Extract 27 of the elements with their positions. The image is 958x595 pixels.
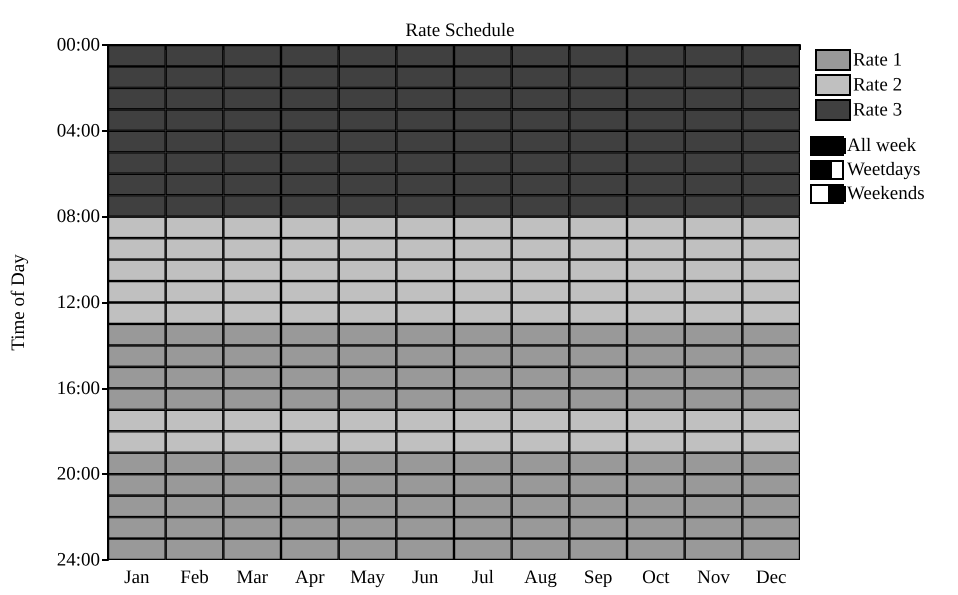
legend-label: Rate 3 <box>853 100 902 120</box>
x-tick-label: Dec <box>756 567 786 588</box>
x-tick-label: Oct <box>642 567 670 588</box>
y-tick-label: 20:00 <box>56 464 100 485</box>
y-tick-label: 04:00 <box>56 120 100 142</box>
x-tick-label: Apr <box>295 567 326 588</box>
legend-label: Rate 2 <box>853 74 902 96</box>
y-tick-label: 12:00 <box>56 292 100 313</box>
x-tick-label: Jun <box>412 567 439 588</box>
x-tick-label: May <box>350 567 386 588</box>
chart-title: Rate Schedule <box>405 20 515 41</box>
x-tick-label: Mar <box>236 567 269 588</box>
x-tick-label: Aug <box>524 567 558 588</box>
x-tick-label: Feb <box>180 567 209 588</box>
x-tick-label: Nov <box>697 567 730 588</box>
y-tick-label: 00:00 <box>56 34 100 56</box>
text: Weekends <box>847 182 925 206</box>
legend-label: Rate 1 <box>853 50 902 70</box>
x-tick-label: Jan <box>124 567 150 588</box>
text: All week <box>847 134 916 158</box>
y-tick-label: 24:00 <box>56 550 100 570</box>
text: Weetdays <box>847 158 920 182</box>
y-axis-title: Time of Day <box>8 254 29 351</box>
y-tick-label: 16:00 <box>56 378 100 399</box>
x-tick-label: Jul <box>472 567 494 588</box>
x-tick-label: Sep <box>584 567 612 588</box>
y-tick-label: 08:00 <box>56 206 100 228</box>
